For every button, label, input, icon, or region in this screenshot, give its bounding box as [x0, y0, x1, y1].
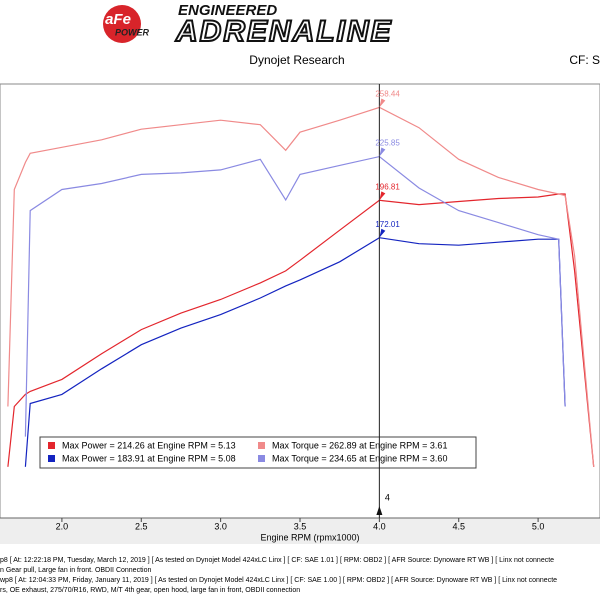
- x-axis-band: [0, 518, 600, 544]
- legend-label: Max Torque = 262.89 at Engine RPM = 3.61: [272, 440, 447, 450]
- footer-line: wp8 [ At: 12:04:33 PM, Friday, January 1…: [0, 577, 557, 584]
- legend-swatch: [48, 455, 55, 462]
- value-label: 258.44: [375, 90, 400, 99]
- cursor-point: [379, 191, 386, 201]
- cursor-marker: [376, 506, 383, 515]
- value-label: 225.85: [375, 139, 400, 148]
- series-group: [7, 106, 595, 467]
- legend-swatch: [258, 455, 265, 462]
- legend-label: Max Power = 214.26 at Engine RPM = 5.13: [62, 440, 236, 450]
- footer-line: n Gear pull, Large fan in front. OBDII C…: [0, 567, 151, 574]
- x-tick-label: 3.0: [214, 521, 227, 531]
- cursor-point: [379, 147, 386, 157]
- cursor-label: 4: [385, 492, 390, 502]
- x-tick-label: 5.0: [532, 521, 545, 531]
- series-line: [7, 193, 595, 467]
- cursor-point: [379, 228, 386, 238]
- legend-label: Max Power = 183.91 at Engine RPM = 5.08: [62, 453, 236, 463]
- series-line: [24, 237, 566, 467]
- chart-subtitle: Dynojet Research: [249, 53, 344, 67]
- x-tick-label: 4.0: [373, 521, 386, 531]
- logo-sub: POWER: [115, 27, 150, 37]
- x-tick-label: 2.5: [135, 521, 148, 531]
- value-label: 172.01: [375, 220, 400, 229]
- supertitle: ENGINEERED: [178, 2, 277, 19]
- footer-line: rs, OE exhaust, 275/70/R16, RWD, M/T 4th…: [0, 587, 300, 594]
- series-line: [24, 155, 566, 437]
- chart-title: ADRENALINE: [175, 15, 393, 48]
- x-tick-label: 3.5: [294, 521, 307, 531]
- footer-line: p8 [ At: 12:22:18 PM, Tuesday, March 12,…: [0, 557, 554, 564]
- series-line: [7, 106, 595, 467]
- logo-text: aFe: [105, 11, 131, 28]
- legend-swatch: [48, 442, 55, 449]
- x-axis-title: Engine RPM (rpmx1000): [260, 532, 359, 542]
- legend-swatch: [258, 442, 265, 449]
- x-tick-label: 4.5: [452, 521, 465, 531]
- cursor-point: [379, 98, 386, 108]
- legend-label: Max Torque = 234.65 at Engine RPM = 3.60: [272, 453, 447, 463]
- corner-label: CF: S: [569, 53, 600, 67]
- x-tick-label: 2.0: [56, 521, 69, 531]
- value-label: 196.81: [375, 182, 400, 191]
- logo-badge: [103, 5, 141, 43]
